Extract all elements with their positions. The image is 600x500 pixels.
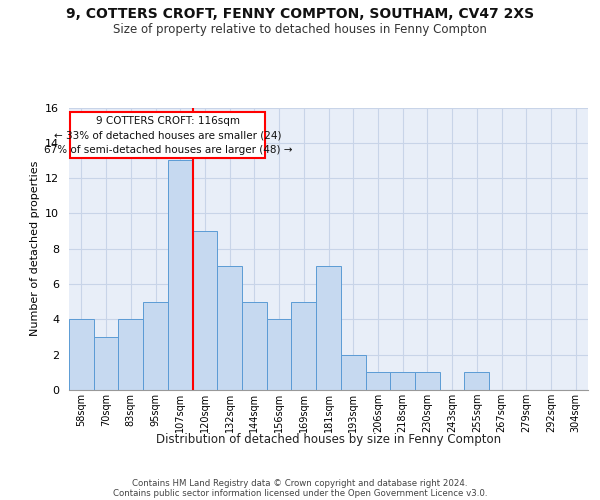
Bar — [267, 320, 292, 390]
Bar — [118, 320, 143, 390]
Bar — [464, 372, 489, 390]
Bar — [193, 231, 217, 390]
Text: 9, COTTERS CROFT, FENNY COMPTON, SOUTHAM, CV47 2XS: 9, COTTERS CROFT, FENNY COMPTON, SOUTHAM… — [66, 8, 534, 22]
Text: Contains HM Land Registry data © Crown copyright and database right 2024.: Contains HM Land Registry data © Crown c… — [132, 478, 468, 488]
FancyBboxPatch shape — [70, 112, 265, 158]
Text: Contains public sector information licensed under the Open Government Licence v3: Contains public sector information licen… — [113, 488, 487, 498]
Text: ← 33% of detached houses are smaller (24): ← 33% of detached houses are smaller (24… — [54, 130, 281, 140]
Bar — [143, 302, 168, 390]
Bar — [316, 266, 341, 390]
Y-axis label: Number of detached properties: Number of detached properties — [29, 161, 40, 336]
Bar — [365, 372, 390, 390]
Bar — [415, 372, 440, 390]
Text: 67% of semi-detached houses are larger (48) →: 67% of semi-detached houses are larger (… — [44, 144, 292, 154]
Text: 9 COTTERS CROFT: 116sqm: 9 COTTERS CROFT: 116sqm — [96, 116, 240, 126]
Text: Size of property relative to detached houses in Fenny Compton: Size of property relative to detached ho… — [113, 22, 487, 36]
Bar — [242, 302, 267, 390]
Bar — [341, 354, 365, 390]
Bar — [94, 337, 118, 390]
Bar — [168, 160, 193, 390]
Bar — [390, 372, 415, 390]
Bar — [217, 266, 242, 390]
Text: Distribution of detached houses by size in Fenny Compton: Distribution of detached houses by size … — [156, 432, 502, 446]
Bar — [69, 320, 94, 390]
Bar — [292, 302, 316, 390]
